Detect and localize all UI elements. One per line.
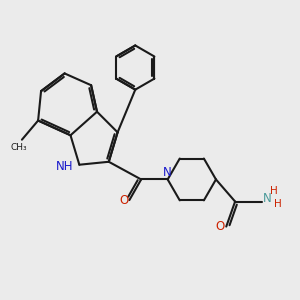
Text: O: O (215, 220, 224, 233)
Text: N: N (263, 192, 272, 205)
Text: NH: NH (56, 160, 74, 173)
Text: O: O (119, 194, 129, 207)
Text: CH₃: CH₃ (11, 142, 27, 152)
Text: N: N (163, 167, 172, 179)
Text: H: H (270, 186, 278, 196)
Text: H: H (274, 200, 282, 209)
